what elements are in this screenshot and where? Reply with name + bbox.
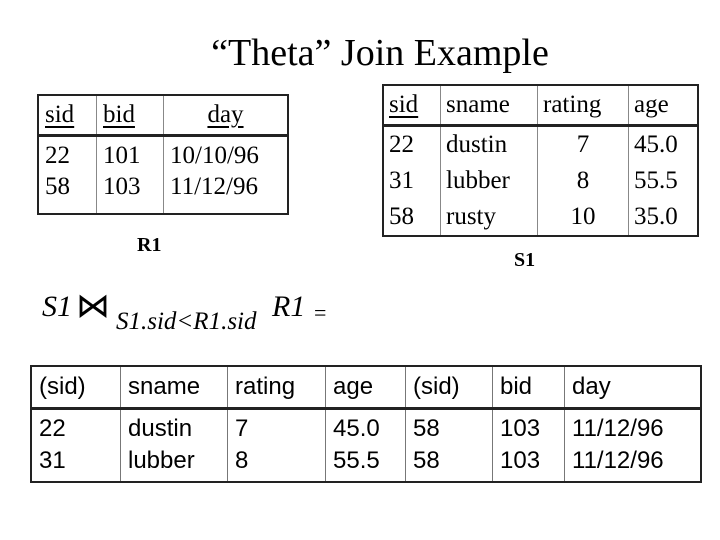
table-cell: 55.5 [325, 445, 406, 482]
theta-join-formula: S1 ⋈ S1.sid<R1.sid R1 = [42, 286, 342, 346]
table-row: 31 lubber 8 55.5 58 103 11/12/96 [31, 445, 701, 482]
table-cell: 10/10/96 [170, 142, 259, 169]
result-col-sid-2: (sid) [405, 366, 493, 410]
result-col-age: age [325, 366, 406, 410]
r1-col-sid: sid [38, 95, 97, 137]
s1-col-age: age [628, 85, 698, 127]
table-cell: 7 [227, 408, 326, 445]
s1-label: S1 [514, 249, 536, 271]
table-cell: 11/12/96 [572, 415, 664, 442]
table-cell: 7 [537, 125, 629, 163]
s1-col-sid: sid [383, 85, 441, 127]
table-cell: 22 [38, 135, 97, 172]
table-cell: 103 [492, 445, 565, 482]
table-cell: dustin [120, 408, 228, 445]
table-cell: 58 [405, 408, 493, 445]
table-cell: 8 [227, 445, 326, 482]
table-cell: 35.0 [634, 203, 678, 230]
formula-left-relation: S1 [42, 290, 72, 323]
s1-header-row: sid sname rating age [383, 85, 698, 127]
r1-label: R1 [137, 234, 162, 256]
table-cell: 22 [31, 408, 121, 445]
result-col-sid-1: (sid) [31, 366, 121, 410]
table-cell: 10 [537, 199, 629, 236]
table-cell: 22 [383, 125, 441, 163]
table-cell: 58 [38, 171, 97, 214]
table-cell: 11/12/96 [572, 447, 664, 474]
result-col-sname: sname [120, 366, 228, 410]
table-cell: 45.0 [325, 408, 406, 445]
table-row: 22 dustin 7 45.0 [383, 125, 698, 163]
table-row: 22 dustin 7 45.0 58 103 11/12/96 [31, 408, 701, 445]
table-cell: dustin [440, 125, 538, 163]
table-cell: 103 [96, 171, 164, 214]
result-col-day: day [564, 366, 701, 410]
table-row: 31 lubber 8 55.5 [383, 163, 698, 199]
table-cell: 58 [405, 445, 493, 482]
r1-col-day: day [163, 95, 288, 137]
table-cell: 8 [537, 163, 629, 199]
formula-join-condition: S1.sid<R1.sid [116, 308, 257, 335]
slide-title: “Theta” Join Example [211, 32, 549, 74]
table-cell: lubber [440, 163, 538, 199]
table-cell: 31 [31, 445, 121, 482]
s1-col-rating: rating [537, 85, 629, 127]
table-cell: 11/12/96 [170, 173, 258, 201]
result-header-row: (sid) sname rating age (sid) bid day [31, 366, 701, 410]
result-table: (sid) sname rating age (sid) bid day 22 … [30, 365, 702, 483]
join-operator-icon: ⋈ [76, 288, 110, 325]
table-cell: 101 [96, 135, 164, 172]
result-col-bid: bid [492, 366, 565, 410]
table-cell: 31 [383, 163, 441, 199]
table-cell: 55.5 [634, 167, 678, 194]
table-cell: 58 [383, 199, 441, 236]
result-col-rating: rating [227, 366, 326, 410]
formula-right-relation: R1 [272, 290, 306, 323]
table-cell: 45.0 [634, 131, 678, 158]
s1-table: sid sname rating age 22 dustin 7 45.0 31… [382, 84, 699, 237]
table-cell: rusty [440, 199, 538, 236]
formula-equals: = [314, 300, 327, 325]
table-row: 58 103 11/12/96 [38, 171, 288, 214]
s1-col-sname: sname [440, 85, 538, 127]
r1-col-bid: bid [96, 95, 164, 137]
table-cell: 103 [492, 408, 565, 445]
r1-header-row: sid bid day [38, 95, 288, 137]
table-cell: lubber [120, 445, 228, 482]
table-row: 22 101 10/10/96 [38, 135, 288, 172]
r1-table: sid bid day 22 101 10/10/96 58 103 11/12… [37, 94, 289, 215]
table-row: 58 rusty 10 35.0 [383, 199, 698, 236]
